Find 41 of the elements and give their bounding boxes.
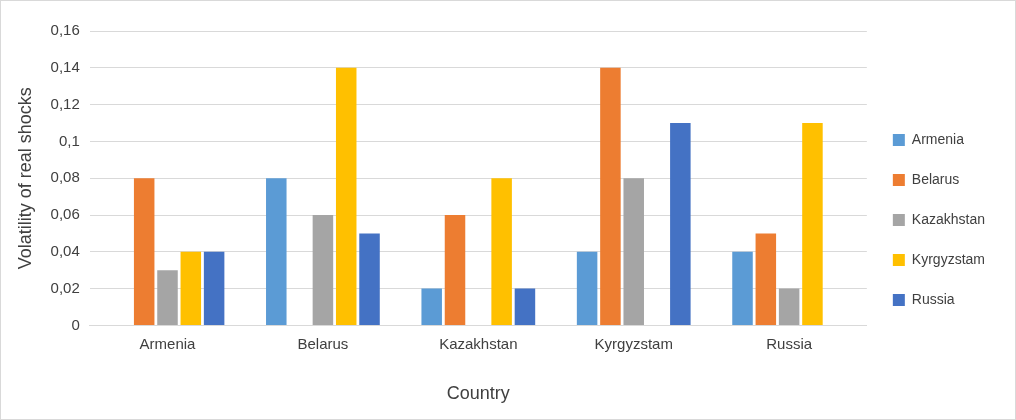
legend-label: Russia (911, 290, 955, 307)
x-tick-label: Kyrgyzstam (594, 334, 673, 352)
y-tick-label: 0,02 (50, 278, 80, 296)
bar (755, 233, 777, 325)
bar (778, 288, 800, 325)
bar (802, 123, 823, 325)
bar (266, 178, 287, 325)
y-tick-label: 0,12 (50, 94, 80, 112)
y-tick-label: 0,1 (58, 131, 80, 149)
bar (600, 67, 621, 325)
y-tick-label: 0 (71, 315, 80, 333)
bar (444, 215, 466, 325)
y-tick-label: 0,16 (50, 21, 80, 39)
bar (359, 233, 380, 325)
bar (576, 251, 598, 325)
x-tick-label: Belarus (297, 334, 349, 352)
bar (514, 288, 536, 325)
x-tick-label: Russia (766, 334, 813, 352)
bar (335, 67, 357, 325)
legend-label: Kazakhstan (911, 210, 986, 227)
x-axis-title: Country (446, 383, 510, 404)
bar (491, 178, 512, 325)
bar (157, 270, 178, 325)
legend-label: Armenia (911, 130, 965, 147)
legend-label: Kyrgyzstam (911, 250, 985, 267)
bar (623, 178, 644, 325)
bar (670, 123, 691, 325)
bar (421, 288, 442, 325)
bar (732, 251, 753, 325)
bar (180, 251, 202, 325)
x-tick-label: Kazakhstan (439, 334, 518, 352)
bar (133, 178, 155, 325)
y-axis-title: Volatility of real shocks (14, 87, 35, 270)
y-tick-label: 0,08 (50, 168, 80, 186)
legend-label: Belarus (911, 170, 960, 187)
y-tick-label: 0,06 (50, 205, 80, 223)
bar (312, 215, 334, 325)
x-tick-label: Armenia (139, 334, 197, 352)
y-tick-label: 0,14 (50, 57, 80, 75)
bar (203, 251, 225, 325)
y-tick-label: 0,04 (50, 241, 80, 259)
